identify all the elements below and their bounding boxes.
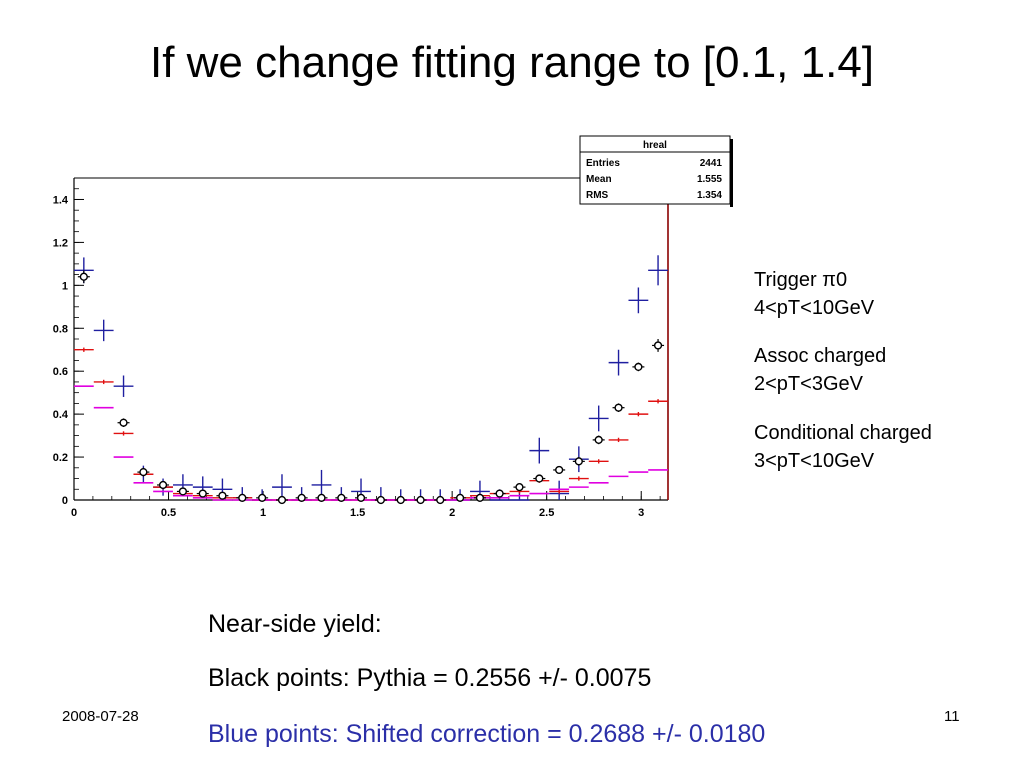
data-point-marker xyxy=(455,493,465,502)
data-point-marker xyxy=(376,495,385,505)
data-point-marker xyxy=(238,493,247,502)
y-axis-ticks: 0 0.2 0.4 0.6 0.8 1 1.2 1.4 xyxy=(53,188,84,507)
conditional-range: 3<pT<10GeV xyxy=(754,450,875,472)
y-tick-label: 1.4 xyxy=(53,194,69,206)
data-point-marker xyxy=(555,465,564,475)
stats-mean-label: Mean xyxy=(586,174,612,185)
data-point-marker xyxy=(436,495,445,505)
assoc-label: Assoc charged xyxy=(754,345,887,367)
trigger-note: Trigger π0 4<pT<10GeV xyxy=(754,266,874,322)
stats-box-frame xyxy=(579,135,731,205)
x-tick-label: 1 xyxy=(260,507,266,519)
data-point-marker xyxy=(297,493,306,502)
y-tick-label: 0.4 xyxy=(53,409,69,421)
data-point-marker xyxy=(198,489,207,498)
x-tick-label: 0.5 xyxy=(161,507,176,519)
data-point-marker xyxy=(158,480,168,490)
stats-entries-label: Entries xyxy=(586,158,620,169)
data-point-marker xyxy=(396,495,405,505)
assoc-note: Assoc charged 2<pT<3GeV xyxy=(754,342,886,398)
data-point-marker xyxy=(594,435,603,444)
series-group xyxy=(73,347,668,501)
trigger-range: 4<pT<10GeV xyxy=(754,297,875,319)
data-point-marker xyxy=(634,362,643,372)
assoc-range: 2<pT<3GeV xyxy=(754,373,863,395)
stats-box-name: hreal xyxy=(643,140,667,151)
x-tick-label: 3 xyxy=(638,507,644,519)
data-point-marker xyxy=(515,483,524,492)
data-point-marker xyxy=(337,493,346,502)
slide-date: 2008-07-28 xyxy=(62,708,139,725)
pythia-yield-line: Black points: Pythia = 0.2556 +/- 0.0075 xyxy=(208,664,652,692)
y-tick-label: 0 xyxy=(62,495,68,507)
stats-mean-value: 1.555 xyxy=(697,174,722,185)
data-point-marker xyxy=(277,495,287,505)
series-group xyxy=(77,270,665,505)
data-point-marker xyxy=(495,489,504,498)
pythia-correlation-plot: 0 0.5 1 1.5 2 2.5 3 0 0.2 0.4 0.6 0.8 1 1.2 1.4 hreal… xyxy=(53,135,733,519)
slide-page-number: 11 xyxy=(944,708,960,725)
x-tick-label: 2.5 xyxy=(539,507,554,519)
data-point-marker xyxy=(178,487,188,496)
stats-entries-value: 2441 xyxy=(700,158,723,169)
data-series xyxy=(73,255,668,505)
trigger-label: Trigger π0 xyxy=(754,269,848,291)
y-tick-label: 0.6 xyxy=(53,366,68,378)
conditional-label: Conditional charged xyxy=(754,422,932,444)
stats-box: hreal Entries 2441 Mean 1.555 RMS 1.354 xyxy=(579,135,733,207)
near-side-yield-heading: Near-side yield: xyxy=(208,610,382,638)
x-tick-label: 2 xyxy=(449,507,455,519)
shifted-correction-yield-line: Blue points: Shifted correction = 0.2688… xyxy=(208,720,766,748)
y-tick-label: 0.2 xyxy=(53,452,68,464)
data-point-marker xyxy=(614,403,623,412)
data-point-marker xyxy=(317,493,326,502)
data-point-marker xyxy=(79,272,88,281)
data-point-marker xyxy=(574,457,583,466)
data-point-marker xyxy=(356,493,366,502)
x-tick-label: 1.5 xyxy=(350,507,365,519)
data-point-marker xyxy=(119,418,128,427)
conditional-note: Conditional charged 3<pT<10GeV xyxy=(754,419,932,475)
x-axis-ticks: 0 0.5 1 1.5 2 2.5 3 xyxy=(71,491,661,519)
y-tick-label: 1 xyxy=(62,280,68,292)
data-point-marker xyxy=(653,341,663,350)
slide-title: If we change fitting range to [0.1, 1.4] xyxy=(149,38,875,87)
y-tick-label: 1.2 xyxy=(53,237,68,249)
data-point-marker xyxy=(139,467,148,477)
stats-rms-label: RMS xyxy=(586,190,609,201)
data-point-marker xyxy=(258,493,267,502)
data-point-marker xyxy=(218,491,227,500)
y-tick-label: 0.8 xyxy=(53,323,68,335)
stats-box-shadow xyxy=(730,139,733,207)
stats-rms-value: 1.354 xyxy=(697,190,722,201)
x-tick-label: 0 xyxy=(71,507,77,519)
data-point-marker xyxy=(535,474,544,483)
data-point-marker xyxy=(416,495,425,505)
data-point-marker xyxy=(475,493,485,502)
